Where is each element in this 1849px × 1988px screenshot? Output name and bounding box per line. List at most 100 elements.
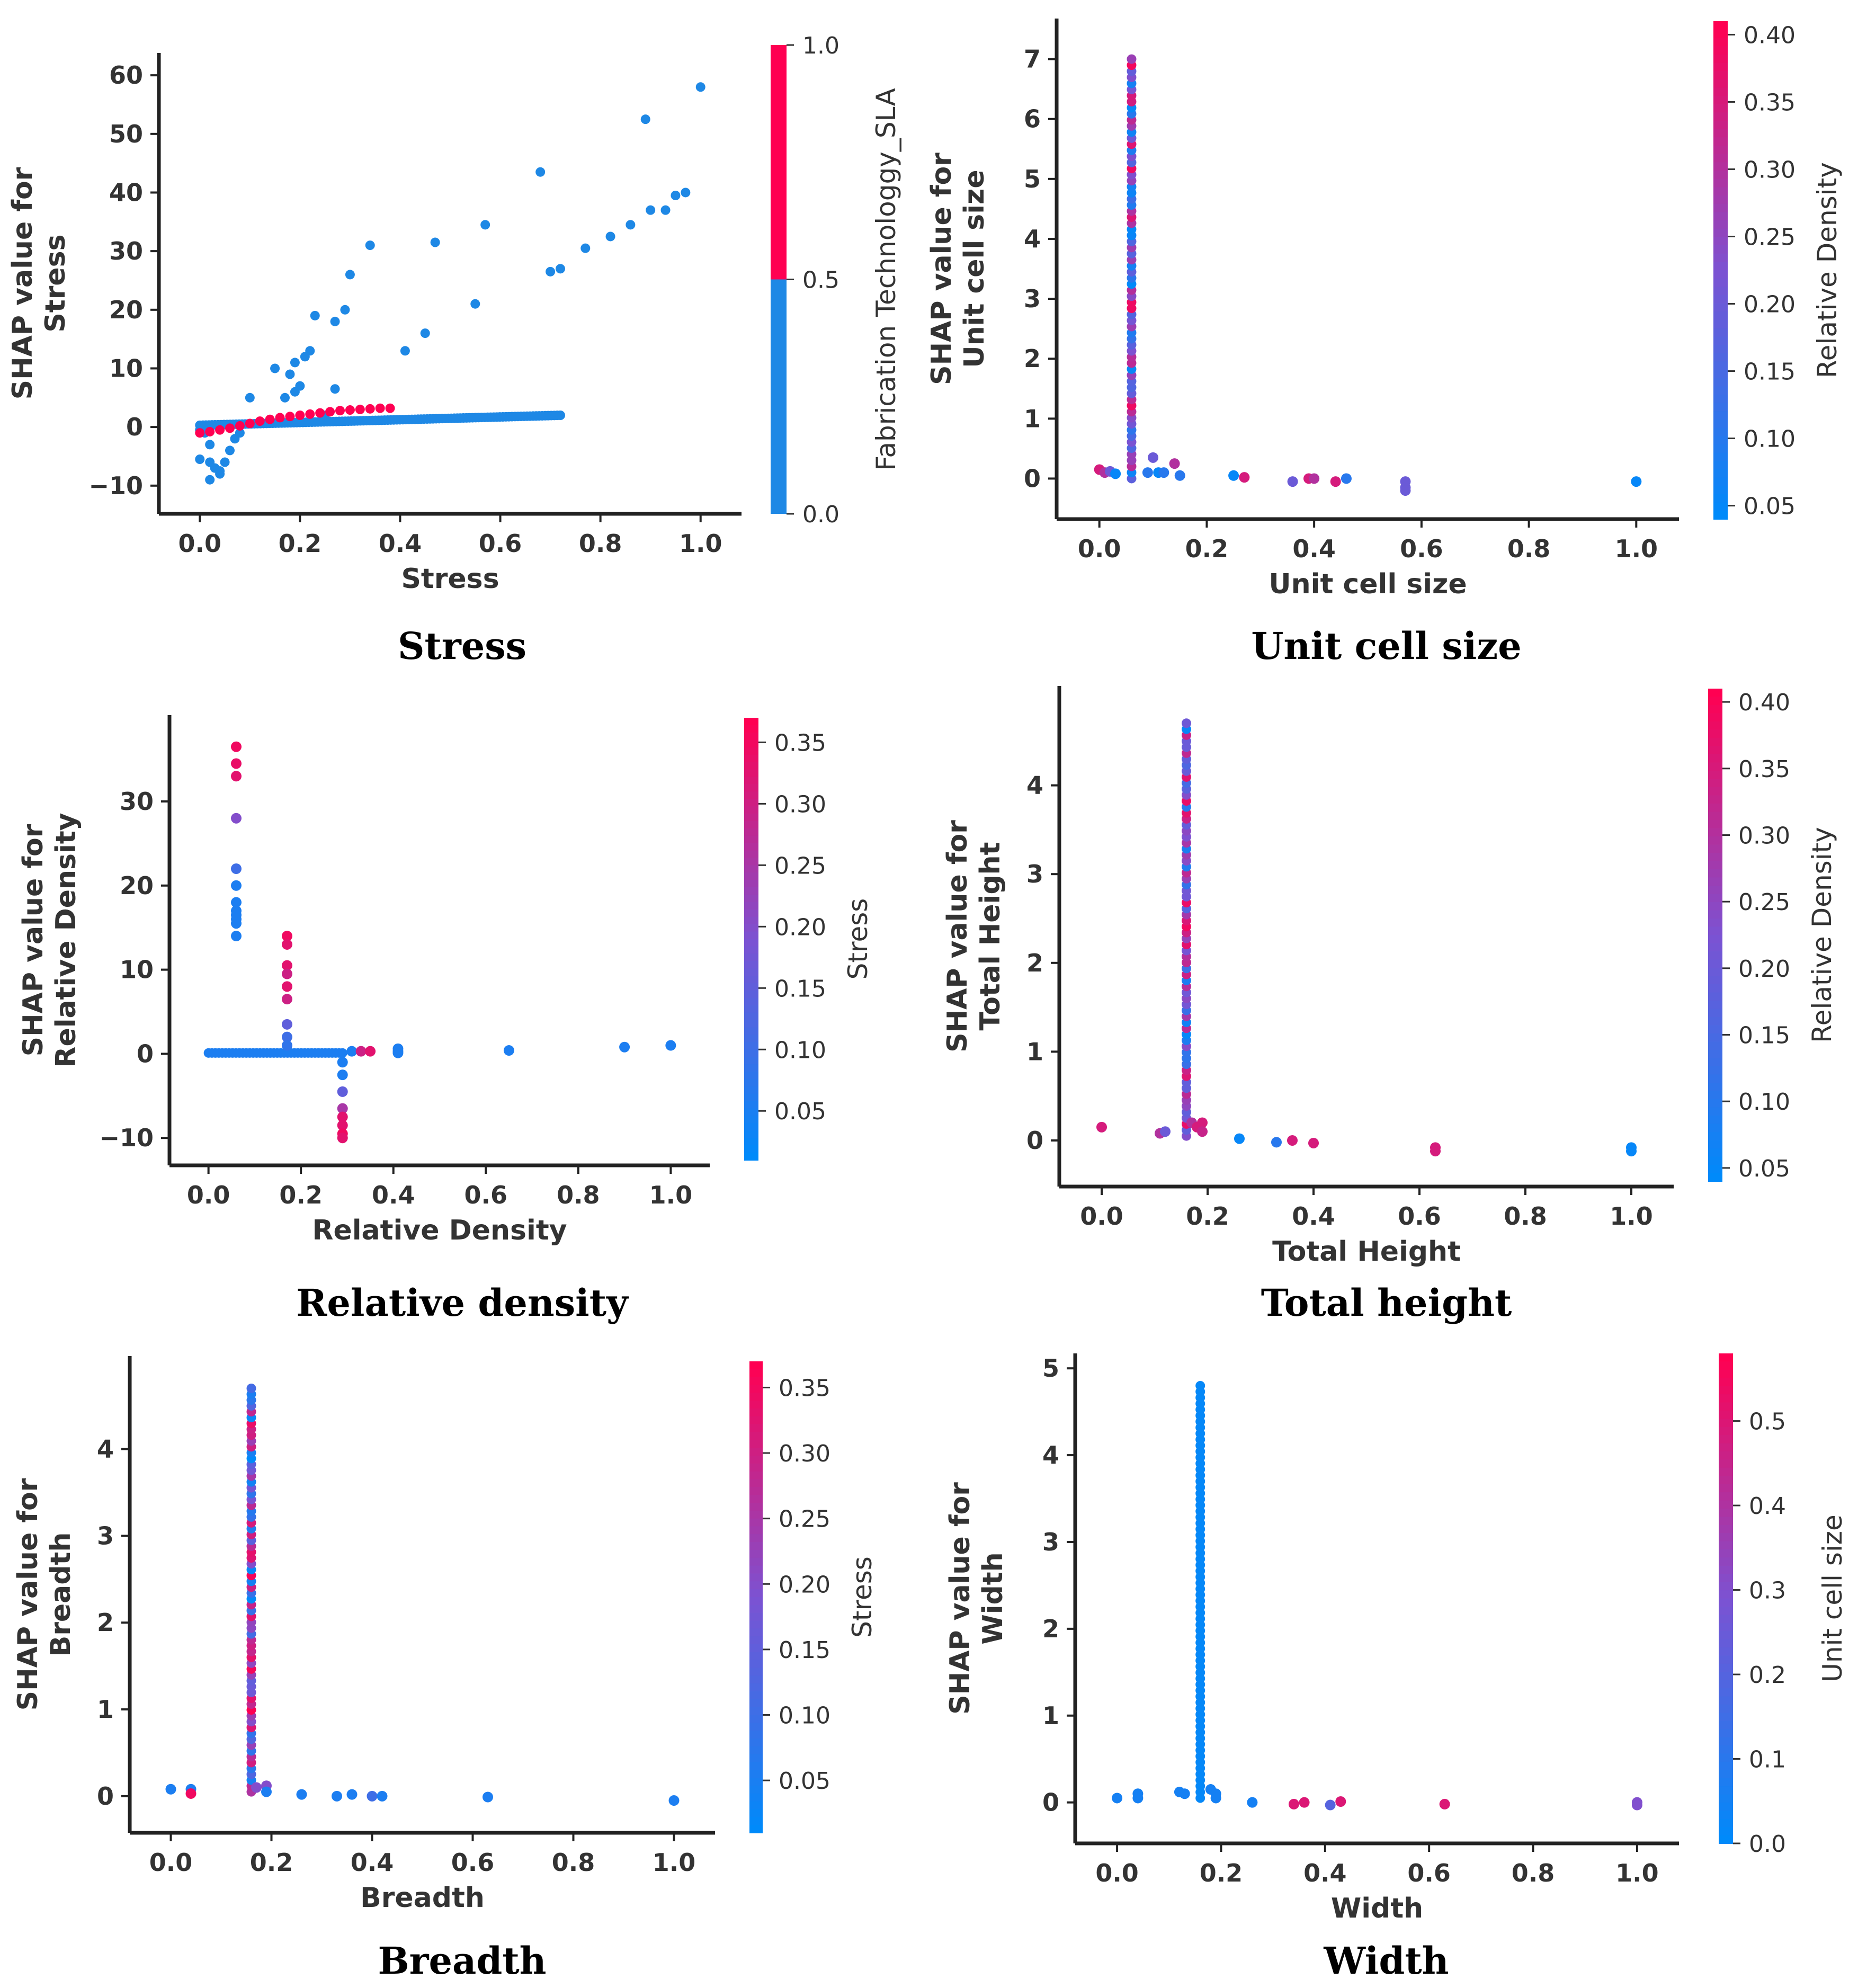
data-point <box>665 1040 676 1051</box>
y-tick-label: 40 <box>109 178 143 207</box>
colorbar-segment <box>749 1652 763 1661</box>
colorbar-segment <box>1719 1663 1733 1673</box>
data-point <box>1330 476 1341 487</box>
colorbar-segment <box>1719 1590 1733 1599</box>
colorbar-segment <box>749 1463 763 1472</box>
x-tick-label: 1.0 <box>679 529 722 558</box>
colorbar-segment <box>749 1424 763 1433</box>
colorbar-segment <box>1708 705 1722 714</box>
colorbar-segment <box>1708 1009 1722 1018</box>
colorbar-segment <box>1713 295 1728 304</box>
colorbar-tick-label: 0.0 <box>1749 1831 1786 1858</box>
colorbar-segment <box>1713 420 1728 429</box>
colorbar-segment <box>1713 121 1728 130</box>
data-point <box>337 1111 348 1122</box>
colorbar-tick-label: 0.30 <box>774 791 826 818</box>
colorbar-segment <box>1719 1533 1733 1542</box>
data-point <box>195 428 205 438</box>
data-point <box>580 243 591 253</box>
colorbar-segment <box>1719 1827 1733 1836</box>
colorbar-segment <box>1713 46 1728 55</box>
data-point <box>1631 476 1642 487</box>
colorbar-tick-label: 0.35 <box>779 1375 830 1402</box>
colorbar-tick-label: 0.15 <box>774 975 826 1002</box>
colorbar-segment <box>1708 1025 1722 1034</box>
y-tick-label: 0 <box>97 1782 114 1811</box>
data-point <box>1325 1799 1336 1811</box>
colorbar-segment <box>1713 395 1728 404</box>
y-tick-label: 0 <box>126 413 143 441</box>
colorbar-tick-label: 0.20 <box>779 1571 830 1598</box>
data-point <box>556 264 565 274</box>
colorbar-segment <box>744 1035 758 1043</box>
colorbar-low <box>771 279 787 514</box>
data-point <box>261 1786 272 1797</box>
x-tick-label: 0.2 <box>279 1181 323 1209</box>
colorbar-segment <box>1719 1778 1733 1787</box>
data-point <box>1308 1137 1319 1148</box>
colorbar-segment <box>749 1377 763 1386</box>
y-axis-label-line2: Breadth <box>45 1532 77 1657</box>
colorbar-segment <box>744 1086 758 1094</box>
data-point <box>420 328 430 338</box>
colorbar-segment <box>1713 486 1728 495</box>
data-point <box>1127 54 1137 64</box>
colorbar-segment <box>1719 1696 1733 1705</box>
colorbar-segment <box>749 1401 763 1409</box>
colorbar-segment <box>744 916 758 925</box>
data-point <box>355 404 365 414</box>
colorbar-segment <box>1708 787 1722 796</box>
data-point <box>546 266 556 277</box>
colorbar-segment <box>1708 1165 1722 1174</box>
data-point <box>646 205 656 215</box>
colorbar-segment <box>1708 804 1722 813</box>
colorbar-segment <box>1708 697 1722 706</box>
x-tick-label: 1.0 <box>649 1181 693 1209</box>
colorbar-segment <box>749 1723 763 1732</box>
colorbar-segment <box>1713 411 1728 420</box>
data-point <box>330 316 340 326</box>
x-tick-label: 0.0 <box>178 529 222 558</box>
colorbar-segment <box>744 924 758 932</box>
data-point <box>365 1046 376 1057</box>
data-point <box>1096 1121 1107 1133</box>
colorbar-segment <box>749 1557 763 1566</box>
colorbar-segment <box>1708 894 1722 903</box>
y-tick-label: 10 <box>120 956 154 984</box>
colorbar-segment <box>749 1581 763 1590</box>
colorbar-tick-label: 0.30 <box>1744 156 1796 183</box>
chart-panel-1: 0.0 0.2 0.4 0.6 0.8 1.0 −10 0 10 20 30 40 50 60 Stress… <box>7 32 901 595</box>
colorbar-segment <box>744 895 758 903</box>
colorbar-segment <box>1719 1541 1733 1550</box>
data-point <box>346 1046 358 1057</box>
y-tick-label: 2 <box>1024 344 1041 373</box>
colorbar-segment <box>1719 1713 1733 1722</box>
colorbar-segment <box>1713 220 1728 229</box>
colorbar-label: Relative Density <box>1812 162 1843 378</box>
colorbar-segment <box>749 1793 763 1802</box>
data-point <box>385 403 395 413</box>
data-point <box>681 188 691 198</box>
colorbar-segment <box>749 1817 763 1826</box>
data-point <box>1160 1126 1171 1137</box>
data-point <box>619 1041 630 1053</box>
colorbar-segment <box>744 939 758 947</box>
colorbar-segment <box>1719 1353 1733 1362</box>
data-point <box>231 918 242 929</box>
colorbar-segment <box>1719 1549 1733 1558</box>
colorbar-segment <box>1719 1835 1733 1844</box>
data-point <box>325 407 335 417</box>
data-point <box>340 305 350 315</box>
colorbar-segment <box>1708 976 1722 985</box>
colorbar-segment <box>1713 328 1728 337</box>
colorbar-segment <box>1719 1525 1733 1534</box>
data-point <box>1197 1117 1208 1128</box>
colorbar-segment <box>1719 1655 1733 1664</box>
colorbar-segment <box>1713 112 1728 121</box>
x-axis-label: Total Height <box>1272 1236 1461 1268</box>
data-point <box>332 1790 342 1802</box>
colorbar-segment <box>1713 129 1728 138</box>
colorbar-segment <box>744 1057 758 1065</box>
colorbar-tick-label: 0.40 <box>1744 22 1796 49</box>
x-tick-label: 0.0 <box>1078 534 1121 563</box>
